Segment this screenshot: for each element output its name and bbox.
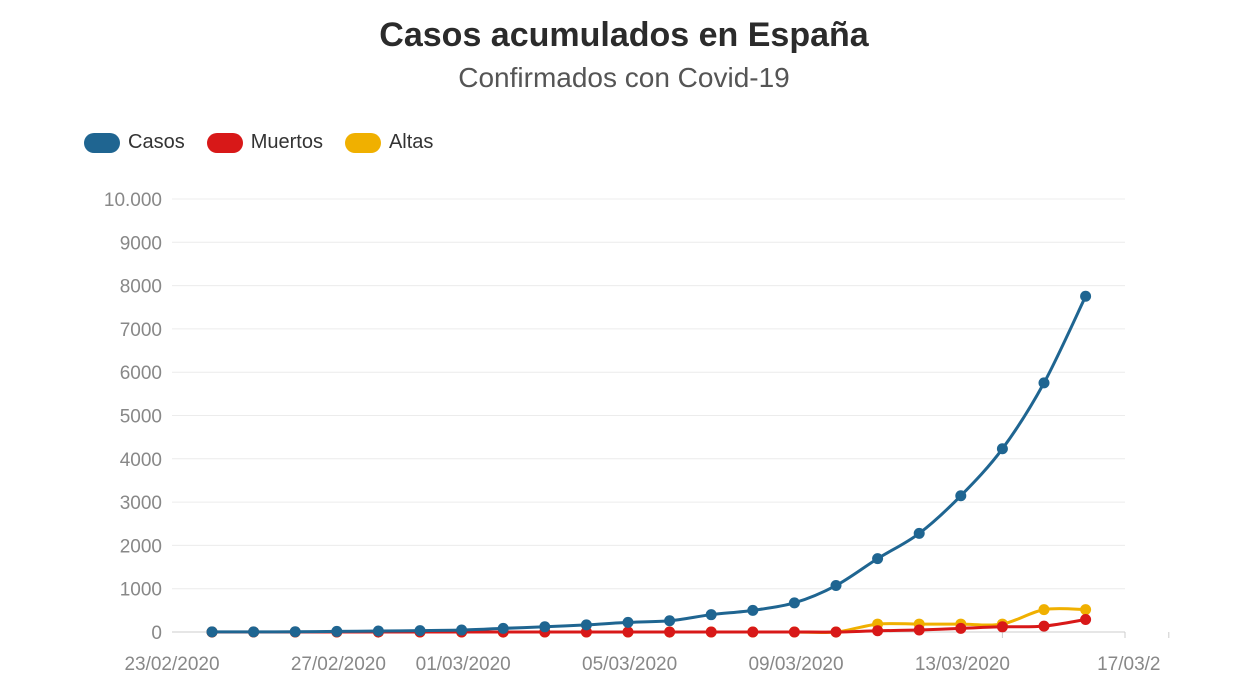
y-tick-label: 8000: [120, 277, 162, 298]
legend-label-muertos: Muertos: [250, 131, 323, 153]
x-tick-label: 01/03/2020: [416, 654, 511, 675]
x-tick-label: 05/03/2020: [582, 654, 677, 675]
y-tick-label: 4000: [120, 450, 162, 471]
data-point-casos[interactable]: [705, 609, 717, 621]
data-point-muertos[interactable]: [788, 626, 800, 638]
data-point-casos[interactable]: [788, 597, 800, 609]
data-point-muertos[interactable]: [705, 626, 717, 638]
data-point-muertos[interactable]: [996, 621, 1008, 633]
chart-subtitle: Confirmados con Covid-19: [458, 62, 790, 93]
x-tick-label: 27/02/2020: [291, 654, 386, 675]
legend-swatch-casos: [84, 132, 120, 153]
data-point-altas[interactable]: [1080, 604, 1092, 616]
data-point-altas[interactable]: [1038, 604, 1050, 616]
y-tick-label: 10.000: [104, 190, 162, 211]
data-point-casos[interactable]: [580, 619, 592, 631]
y-tick-label: 6000: [120, 363, 162, 384]
y-tick-label: 3000: [120, 493, 162, 514]
data-point-casos[interactable]: [248, 626, 260, 638]
legend: Casos Muertos Altas: [84, 131, 433, 154]
y-tick-label: 7000: [120, 320, 162, 341]
data-point-muertos[interactable]: [872, 625, 884, 637]
data-point-muertos[interactable]: [747, 626, 759, 638]
data-point-muertos[interactable]: [913, 624, 925, 636]
data-point-casos[interactable]: [331, 625, 343, 637]
x-tick-label: 17/03/2: [1097, 654, 1160, 675]
y-tick-label: 0: [151, 623, 162, 644]
legend-label-altas: Altas: [388, 131, 434, 153]
y-tick-label: 9000: [120, 233, 162, 254]
data-point-casos[interactable]: [372, 625, 384, 637]
data-point-casos[interactable]: [206, 626, 218, 638]
data-point-casos[interactable]: [747, 604, 759, 616]
legend-swatch-altas: [344, 132, 381, 153]
data-point-muertos[interactable]: [830, 626, 842, 638]
legend-label-casos: Casos: [128, 131, 185, 153]
data-point-casos[interactable]: [622, 616, 634, 628]
y-tick-label: 5000: [120, 407, 162, 428]
data-point-muertos[interactable]: [622, 626, 634, 638]
chart-title: Casos acumulados en España: [379, 16, 869, 54]
x-tick-label: 23/02/2020: [124, 654, 219, 675]
data-point-casos[interactable]: [414, 625, 426, 637]
data-point-muertos[interactable]: [664, 626, 676, 638]
data-point-casos[interactable]: [996, 443, 1008, 455]
data-point-casos[interactable]: [913, 527, 925, 539]
legend-item-casos[interactable]: Casos: [84, 131, 185, 154]
data-point-casos[interactable]: [539, 621, 551, 633]
data-point-casos[interactable]: [1080, 290, 1092, 302]
legend-swatch-muertos: [206, 132, 243, 153]
data-point-casos[interactable]: [955, 490, 967, 502]
data-point-casos[interactable]: [1038, 377, 1050, 389]
x-tick-label: 09/03/2020: [748, 654, 843, 675]
series-line-casos: [211, 295, 1087, 634]
data-point-casos[interactable]: [497, 622, 509, 634]
x-tick-label: 13/03/2020: [915, 654, 1010, 675]
legend-item-muertos[interactable]: Muertos: [206, 131, 323, 154]
y-tick-label: 1000: [120, 580, 162, 601]
data-point-casos[interactable]: [289, 626, 301, 638]
data-point-muertos[interactable]: [1080, 614, 1092, 626]
data-point-casos[interactable]: [456, 624, 468, 636]
data-point-casos[interactable]: [872, 553, 884, 565]
data-point-muertos[interactable]: [1038, 620, 1050, 632]
data-point-casos[interactable]: [664, 615, 676, 627]
data-point-muertos[interactable]: [955, 622, 967, 634]
y-tick-label: 2000: [120, 536, 162, 557]
data-point-casos[interactable]: [830, 580, 842, 592]
legend-item-altas[interactable]: Altas: [344, 131, 434, 154]
